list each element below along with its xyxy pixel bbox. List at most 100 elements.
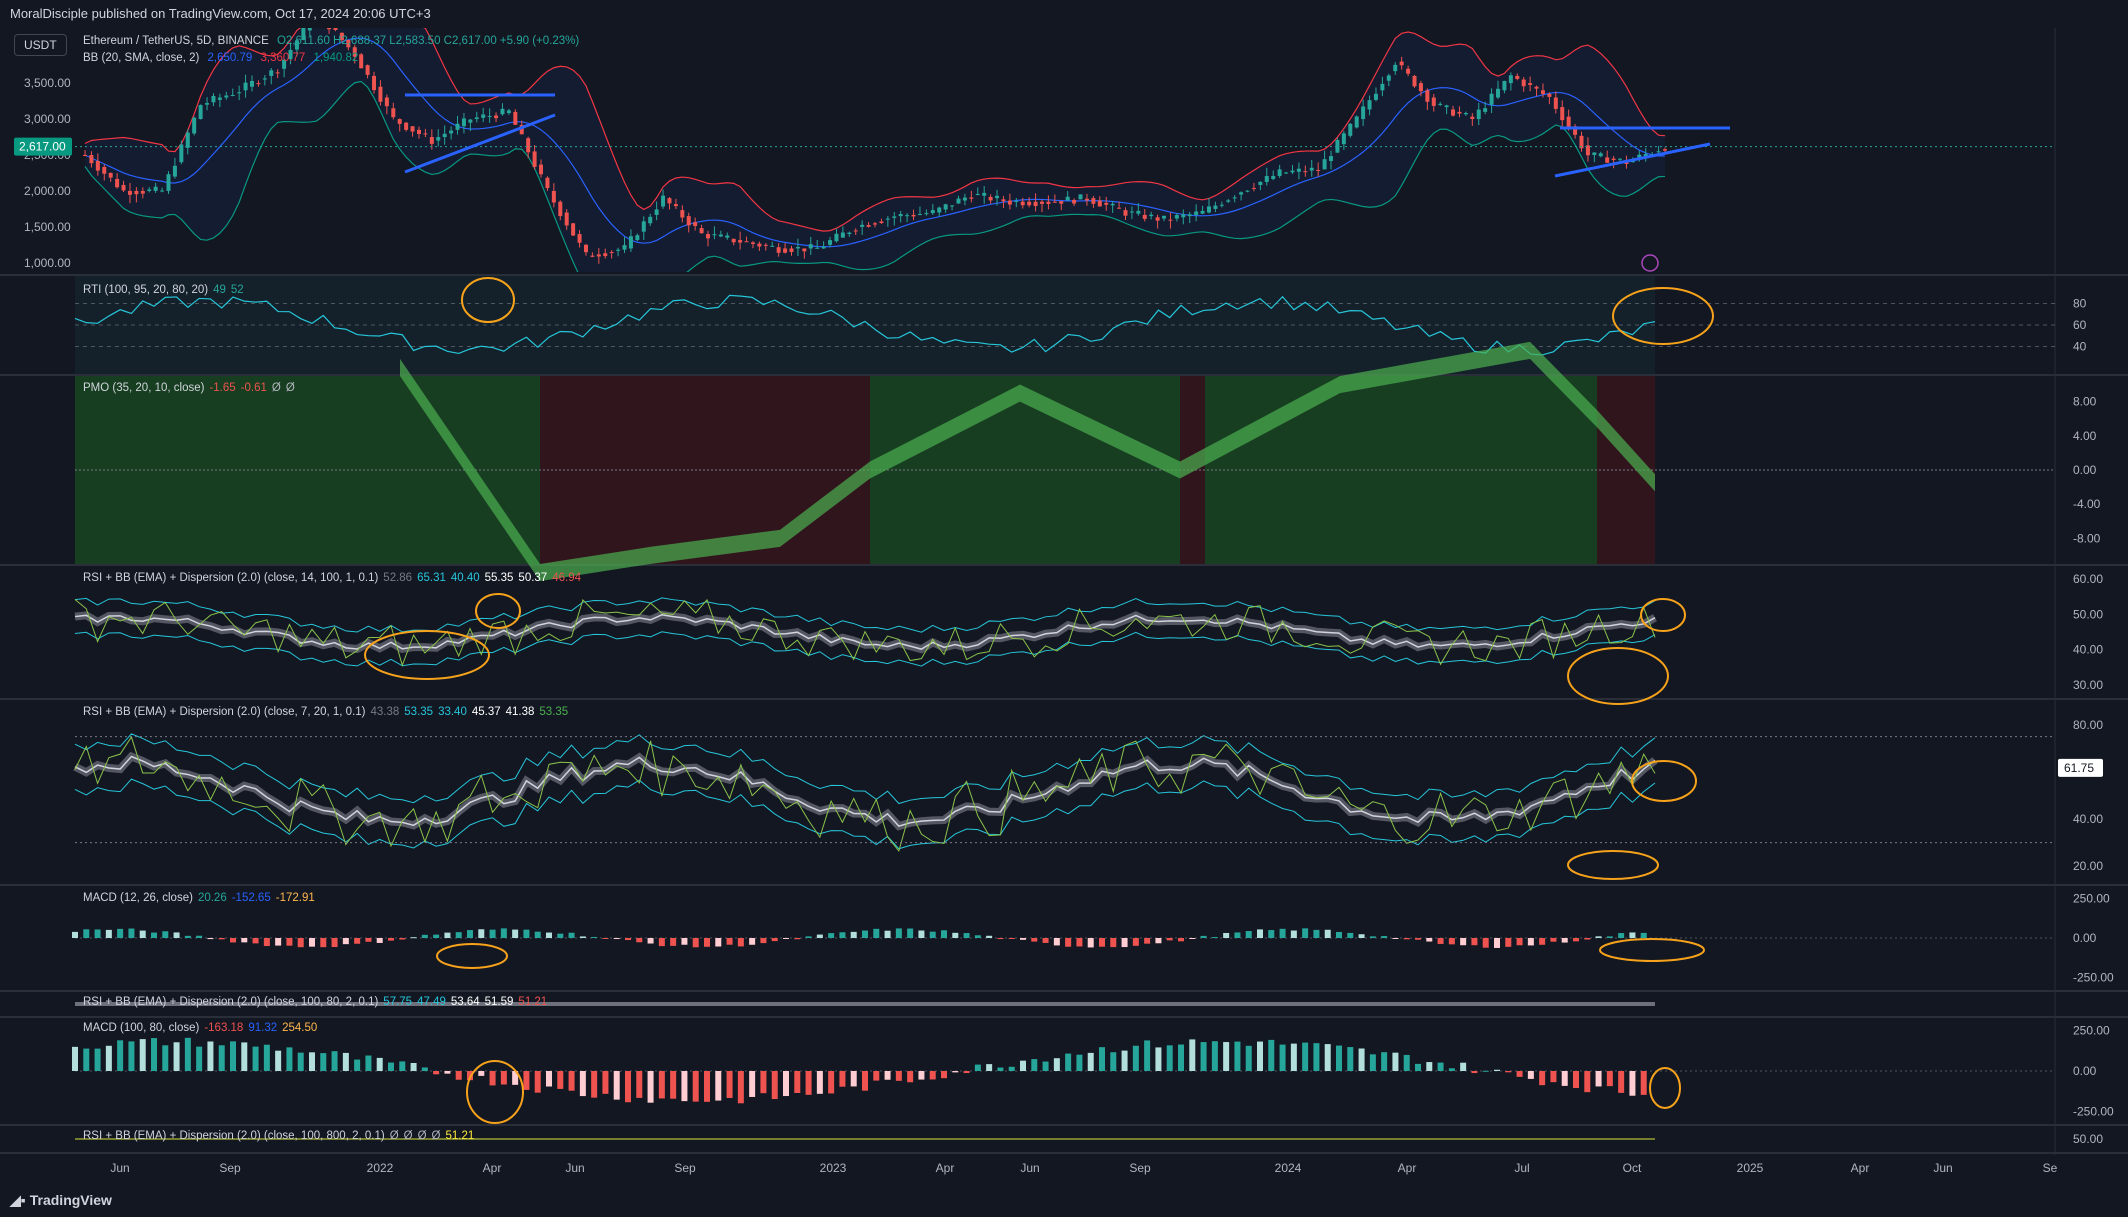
macd-bar <box>850 931 857 938</box>
macd-bar <box>1008 1066 1015 1071</box>
rsi-axis-label: 40.00 <box>2073 643 2103 657</box>
macd-bar <box>1302 1042 1309 1071</box>
candle <box>1502 80 1507 91</box>
panel-legend-rsi3[interactable]: RSI + BB (EMA) + Dispersion (2.0) (close… <box>83 996 552 1008</box>
candle <box>628 236 633 249</box>
macd-bar <box>579 1071 586 1097</box>
candle <box>1663 149 1667 151</box>
candle <box>1553 97 1558 109</box>
macd-bar <box>1099 1047 1105 1071</box>
candle <box>924 213 929 215</box>
candle <box>1457 111 1462 114</box>
candle <box>333 28 338 30</box>
macd-bar <box>275 1050 282 1071</box>
candle <box>1001 199 1006 202</box>
candle <box>956 198 961 204</box>
candle <box>1046 201 1051 204</box>
candle <box>205 103 210 105</box>
candle <box>95 160 100 171</box>
panel-legend-rsi4[interactable]: RSI + BB (EMA) + Dispersion (2.0) (close… <box>83 1130 479 1142</box>
currency-selector[interactable]: USDT <box>14 34 67 56</box>
macd-bar <box>1550 938 1557 942</box>
macd-bar <box>704 1071 710 1102</box>
candle <box>1335 140 1340 153</box>
macd-bar <box>444 932 451 938</box>
macd-bar <box>794 938 801 940</box>
candle <box>1354 116 1359 128</box>
macd-bar <box>331 938 338 948</box>
panel-legend-macd2[interactable]: MACD (100, 80, close) -163.18 91.32 254.50 <box>83 1022 322 1034</box>
macd-bar <box>1121 1050 1128 1071</box>
macd-bar <box>828 1071 835 1094</box>
macd-bar <box>241 938 248 943</box>
candle <box>693 222 698 226</box>
candle <box>661 195 666 207</box>
macd-bar <box>986 1064 993 1071</box>
panel-legend-rsi2[interactable]: RSI + BB (EMA) + Dispersion (2.0) (close… <box>83 706 573 718</box>
annotation-circle <box>1599 938 1705 962</box>
macd-bar <box>1381 936 1388 938</box>
macd-bar <box>230 938 236 943</box>
candle <box>481 114 486 118</box>
panel-legend-macd1[interactable]: MACD (12, 26, close) 20.26 -152.65 -172.91 <box>83 892 320 904</box>
macd-bar <box>828 933 835 938</box>
candle <box>673 204 678 207</box>
candle <box>365 65 370 75</box>
candle <box>1174 215 1179 219</box>
panel-legend-pmo[interactable]: PMO (35, 20, 10, close) -1.65 -0.61 Ø Ø <box>83 382 300 394</box>
panel-legend-value: Ø <box>389 1130 399 1142</box>
candle <box>1534 86 1539 89</box>
macd-bar <box>105 1045 112 1071</box>
macd-bar <box>726 938 733 945</box>
macd-axis-label: 0.00 <box>2073 931 2097 945</box>
macd-bar <box>1234 1041 1241 1071</box>
macd-bar <box>1211 937 1218 939</box>
candle <box>1027 201 1032 206</box>
macd-bar <box>568 932 575 938</box>
annotation-circle <box>461 277 515 323</box>
tradingview-brand[interactable]: ◢▪ TradingView <box>10 1192 112 1208</box>
macd-bar <box>568 1071 575 1091</box>
panel-legend-rti[interactable]: RTI (100, 95, 20, 80, 20) 49 52 <box>83 284 249 296</box>
macd-bar <box>218 1045 225 1071</box>
panel-legend-rsi1[interactable]: RSI + BB (EMA) + Dispersion (2.0) (close… <box>83 572 586 584</box>
macd-bar <box>681 1071 688 1102</box>
macd-bar <box>1347 1047 1354 1071</box>
macd-bar <box>805 1071 812 1095</box>
macd-bar <box>726 1071 733 1098</box>
panel-legend-value: 51.59 <box>484 996 514 1008</box>
macd-bar <box>1042 938 1049 943</box>
macd-bar <box>805 936 812 938</box>
macd-bar <box>1245 1045 1252 1071</box>
rsi-bb-lower <box>74 778 1656 850</box>
macd-bar <box>1494 1069 1500 1071</box>
price-plot <box>83 28 1667 272</box>
macd-bar <box>715 1071 722 1101</box>
annotation-circle <box>466 1060 524 1124</box>
macd-bar <box>613 938 620 940</box>
candle <box>609 252 614 254</box>
macd-bar <box>579 936 586 938</box>
time-axis-label: 2023 <box>820 1161 847 1175</box>
candle <box>680 210 685 218</box>
macd-bar <box>1403 938 1410 940</box>
macd-bar <box>692 1071 699 1102</box>
candle <box>834 233 839 242</box>
macd-bar <box>1087 938 1094 948</box>
pmo-axis-label: 8.00 <box>2073 395 2097 409</box>
macd-bar <box>1132 1045 1139 1071</box>
macd-bar <box>83 929 90 938</box>
macd-bar <box>1257 1041 1263 1071</box>
macd-bar <box>1606 1071 1613 1087</box>
macd-bar <box>1336 1045 1342 1071</box>
panel-legend-value: 40.40 <box>450 572 480 584</box>
candle <box>1091 198 1096 204</box>
candle <box>853 230 858 232</box>
candle <box>243 82 248 91</box>
macd-bar <box>523 1071 530 1090</box>
macd-bar <box>941 930 947 938</box>
macd-bar <box>839 1071 846 1087</box>
macd-bar <box>275 938 282 946</box>
candle <box>83 155 87 156</box>
